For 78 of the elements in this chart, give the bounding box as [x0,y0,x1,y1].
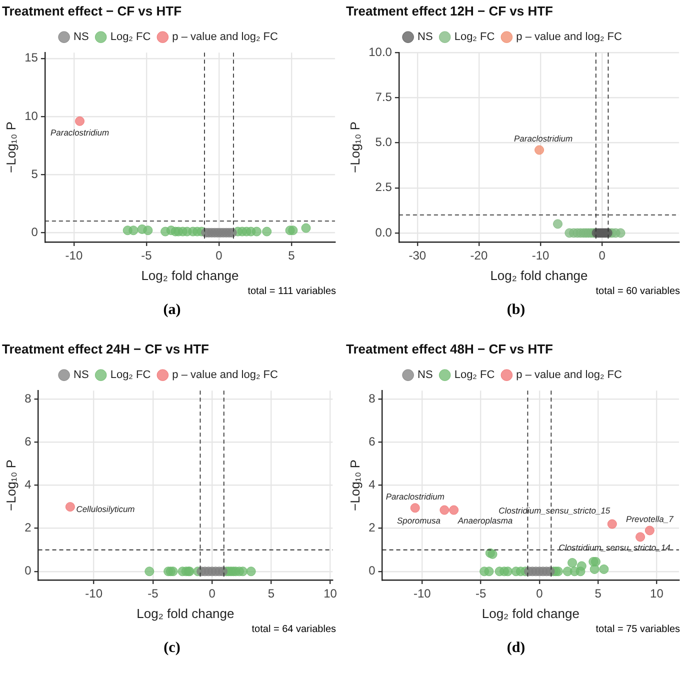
y-tick-label: 5.0 [375,135,392,150]
annotation: Cellulosilyticum [76,504,135,514]
y-tick-label: 7.5 [375,90,392,104]
legend-label: Log₂ FC [454,369,495,382]
y-tick-label: 2 [368,520,376,535]
annotation: Anaeroplasma [456,515,513,526]
legend-label: p – value and log₂ FC [172,369,278,382]
y-axis-title: −Log₁₀ P [3,460,18,511]
chart-title: Treatment effect 24H − CF vs HTF [2,341,210,356]
text: (c) [162,640,182,657]
legend-label: p – value and log₂ FC [172,31,278,44]
y-tick-label: 6 [368,434,376,449]
y-tick-label: 4 [24,478,32,492]
annotation: Clostridium_sensu_stricto_14 [558,542,671,552]
x-tick-label: 10 [324,586,338,601]
x-axis-title: Log₂ fold change [482,606,580,621]
y-tick-label: 0 [368,564,376,578]
x-tick-label: 0 [536,586,544,601]
legend-label: p – value and log₂ FC [516,369,622,382]
x-tick-label: 0 [208,586,216,601]
x-tick-label: 10 [650,586,664,601]
text: (a) [162,302,182,319]
y-tick-label: 10 [24,108,38,123]
x-tick-label: -10 [413,586,432,601]
x-tick-label: 5 [594,586,602,601]
legend-label: Log₂ FC [454,31,495,44]
x-tick-label: 5 [288,248,296,263]
x-tick-label: -10 [65,248,83,263]
legend-label: Log₂ FC [110,31,151,44]
y-axis-title: −Log₁₀ P [347,122,362,173]
y-tick-label: 6 [24,434,32,449]
y-tick-label: 8 [24,392,32,406]
x-tick-label: -5 [141,248,152,263]
y-axis-title: −Log₁₀ P [3,122,18,173]
x-tick-label: 0 [216,248,223,263]
x-axis-title: Log₂ fold change [141,268,239,283]
y-tick-label: 2 [24,520,32,535]
y-tick-label: 10.0 [368,44,392,59]
text: (b) [506,302,526,319]
y-tick-label: 8 [368,392,376,406]
text: total = 111 variables [246,286,337,299]
x-tick-label: 5 [268,586,275,601]
legend-label: p – value and log₂ FC [516,31,622,44]
annotation: Prevotella_7 [626,514,674,524]
y-tick-label: 0 [31,225,38,240]
x-tick-label: -10 [85,586,103,601]
y-tick-label: 0.0 [375,225,392,240]
text: total = 64 variables [250,624,337,637]
x-axis-title: Log₂ fold change [490,268,588,283]
legend-label: NS [74,31,89,44]
annotation: Clostridium_sensu_stricto_15 [498,505,610,516]
x-tick-label: -30 [408,248,426,263]
x-tick-label: -5 [148,586,159,601]
x-tick-label: 0 [598,248,606,263]
y-tick-label: 0 [24,564,32,578]
annotation: Paraclostridium [514,133,573,144]
chart-title: Treatment effect 12H − CF vs HTF [346,3,554,18]
chart-title: Treatment effect − CF vs HTF [2,3,182,18]
text: (d) [506,640,526,657]
x-tick-label: -10 [532,248,550,263]
annotation: Sporomusa [396,515,441,526]
x-tick-label: -5 [475,586,486,601]
y-tick-label: 4 [368,478,376,492]
y-tick-label: 5 [31,166,38,181]
text: total = 75 variables [594,624,681,637]
legend-label: NS [418,369,433,382]
y-tick-label: 15 [24,50,38,65]
y-axis-title: −Log₁₀ P [347,460,362,511]
legend-label: Log₂ FC [110,369,151,382]
chart-title: Treatment effect 48H − CF vs HTF [346,341,554,356]
text: total = 60 variables [594,286,681,299]
annotation: Paraclostridium [386,491,444,502]
y-tick-label: 2.5 [375,180,392,194]
x-axis-title: Log₂ fold change [136,606,234,621]
legend-label: NS [418,31,433,44]
legend-label: NS [74,369,89,382]
annotation: Paraclostridium [50,128,110,138]
x-tick-label: -20 [470,248,488,263]
